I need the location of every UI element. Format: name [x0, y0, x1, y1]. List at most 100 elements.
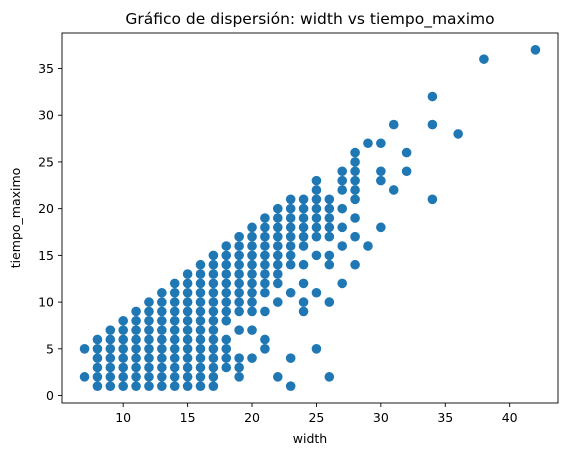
data-point: [285, 381, 296, 391]
data-point: [272, 297, 283, 307]
data-point: [337, 222, 348, 233]
data-point: [337, 185, 348, 195]
data-point: [324, 250, 335, 261]
data-point: [144, 334, 154, 345]
data-point: [350, 194, 360, 205]
data-point: [182, 287, 193, 298]
x-tick-label: 15: [180, 410, 196, 425]
data-point: [350, 166, 360, 177]
data-point: [388, 119, 399, 130]
data-point: [169, 297, 180, 307]
data-point: [247, 306, 257, 317]
x-tick-label: 20: [244, 410, 260, 425]
x-axis-ticks: 10 15 20 25 30 35 40: [115, 403, 518, 425]
data-point: [131, 381, 141, 391]
data-point: [92, 344, 103, 354]
data-point: [234, 231, 244, 242]
data-point: [337, 166, 348, 177]
data-point: [363, 241, 373, 251]
data-point: [118, 362, 128, 373]
data-point: [131, 306, 141, 317]
data-point: [350, 259, 360, 270]
data-point: [260, 241, 270, 251]
data-point: [247, 297, 257, 307]
data-point: [92, 381, 103, 391]
data-point: [182, 362, 193, 373]
data-point: [92, 353, 103, 363]
data-point: [182, 381, 193, 391]
data-point: [272, 250, 283, 261]
data-point: [350, 185, 360, 195]
data-point: [157, 297, 167, 307]
data-point: [427, 119, 438, 130]
data-point: [376, 175, 386, 186]
data-point: [311, 194, 322, 205]
data-point: [427, 194, 438, 205]
data-point: [118, 315, 128, 326]
data-point: [234, 259, 244, 270]
data-point: [169, 372, 180, 382]
data-point: [311, 185, 322, 195]
data-point: [350, 231, 360, 242]
data-point: [208, 344, 219, 354]
data-point: [221, 297, 232, 307]
data-point: [234, 362, 244, 373]
data-point: [234, 278, 244, 289]
data-point: [144, 315, 154, 326]
data-point: [272, 269, 283, 279]
data-point: [260, 334, 270, 345]
data-point: [298, 259, 309, 270]
data-point: [234, 325, 244, 335]
data-point: [247, 269, 257, 279]
y-tick-label: 30: [38, 108, 54, 123]
data-point: [169, 381, 180, 391]
data-point: [221, 287, 232, 298]
data-point: [157, 287, 167, 298]
data-point: [144, 381, 154, 391]
data-point: [182, 306, 193, 317]
data-point: [208, 353, 219, 363]
data-point: [208, 381, 219, 391]
data-point: [324, 231, 335, 242]
data-point: [144, 306, 154, 317]
data-point: [131, 362, 141, 373]
data-point: [118, 344, 128, 354]
data-point: [157, 306, 167, 317]
data-point: [285, 287, 296, 298]
data-point: [221, 334, 232, 345]
data-point: [182, 269, 193, 279]
data-point: [401, 147, 412, 158]
data-point: [144, 372, 154, 382]
data-point: [157, 372, 167, 382]
data-point: [260, 306, 270, 317]
data-point: [169, 325, 180, 335]
data-point: [363, 138, 373, 149]
data-point: [208, 362, 219, 373]
data-point: [118, 334, 128, 345]
data-point: [260, 269, 270, 279]
data-point: [298, 231, 309, 242]
data-point: [234, 306, 244, 317]
data-point: [376, 138, 386, 149]
data-point: [298, 278, 309, 289]
data-point: [195, 381, 206, 391]
data-point: [131, 325, 141, 335]
data-point: [208, 315, 219, 326]
data-point: [311, 250, 322, 261]
y-tick-label: 20: [38, 201, 54, 216]
data-point: [144, 325, 154, 335]
data-point: [234, 353, 244, 363]
data-point: [272, 241, 283, 251]
data-point: [285, 213, 296, 223]
data-point: [285, 203, 296, 214]
data-point: [324, 213, 335, 223]
data-point: [311, 222, 322, 233]
data-point: [144, 297, 154, 307]
data-point: [350, 175, 360, 186]
data-point: [195, 334, 206, 345]
data-point: [260, 287, 270, 298]
data-point: [208, 334, 219, 345]
data-point: [427, 91, 438, 102]
data-point: [195, 287, 206, 298]
data-point: [195, 362, 206, 373]
